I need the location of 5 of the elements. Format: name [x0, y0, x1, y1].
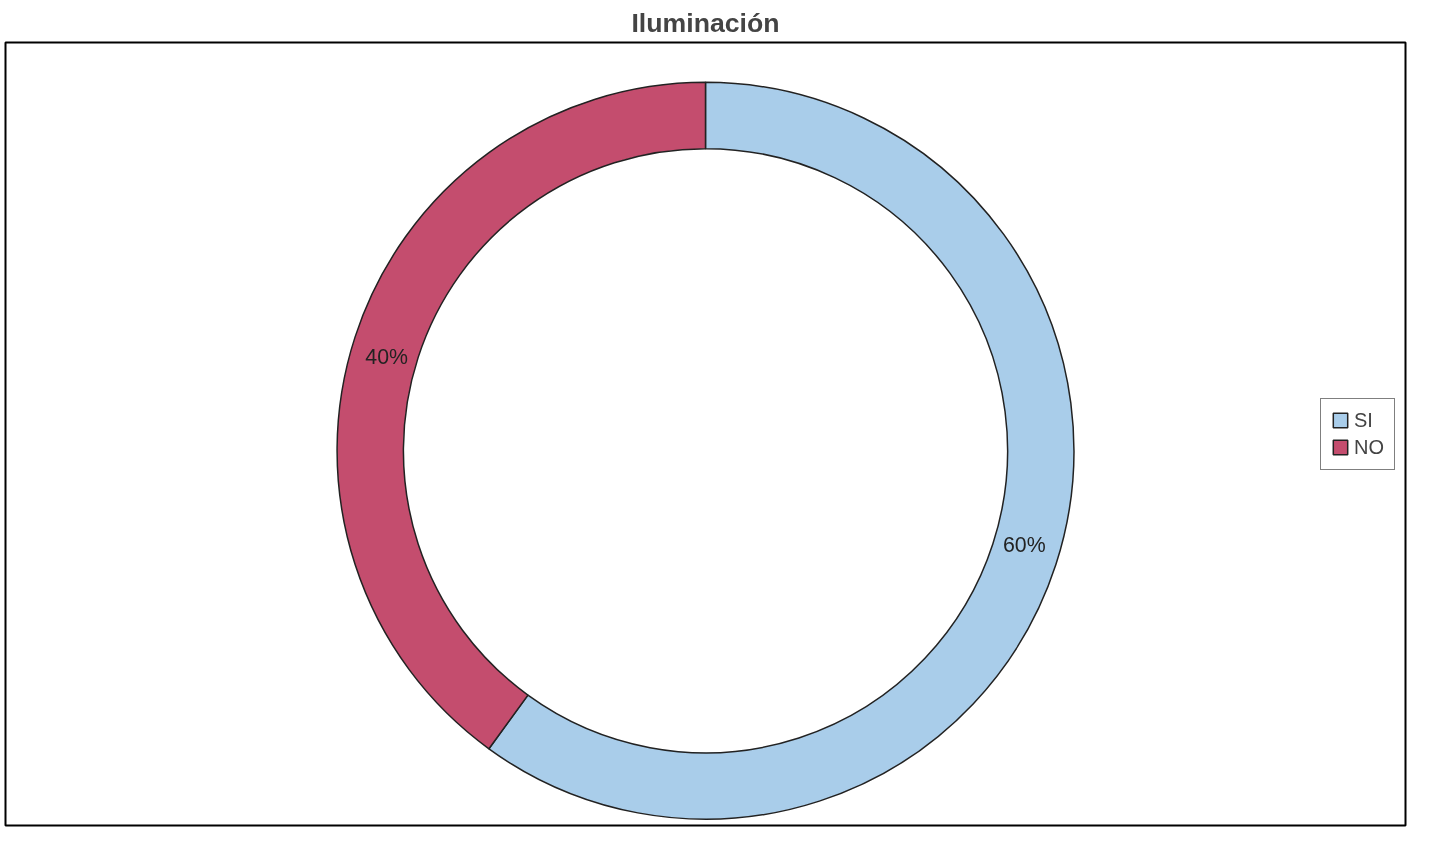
- legend-label: NO: [1354, 435, 1384, 459]
- chart-title: Iluminación: [631, 7, 780, 38]
- legend-label: SI: [1354, 408, 1374, 432]
- data-label: 60%: [1003, 532, 1046, 557]
- data-label: 40%: [365, 344, 409, 369]
